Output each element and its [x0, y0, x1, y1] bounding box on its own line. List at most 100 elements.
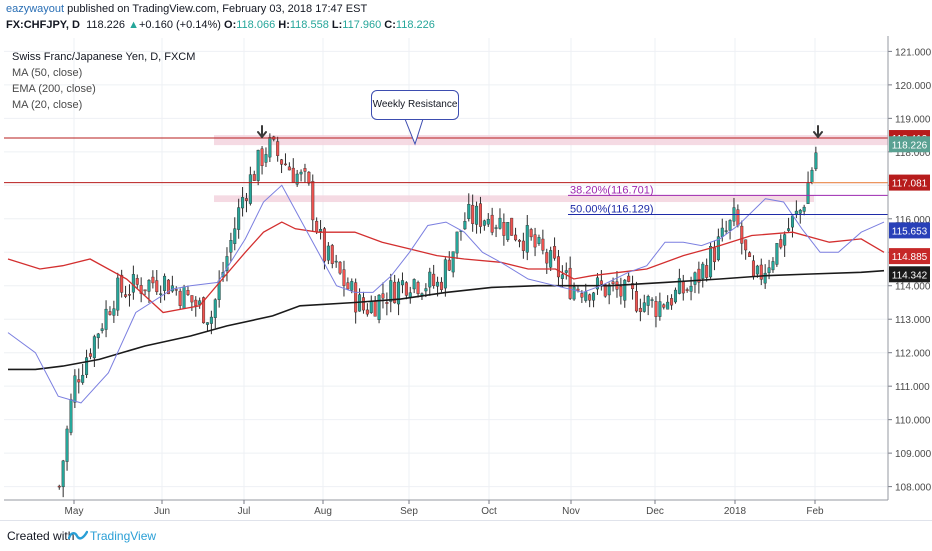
candle: [400, 272, 404, 294]
candle: [256, 149, 260, 186]
candle-body: [334, 260, 338, 263]
candle: [139, 277, 143, 303]
x-tick-label: Jul: [238, 506, 251, 517]
candle-body: [338, 261, 342, 274]
candle: [701, 261, 705, 288]
ema200-line[interactable]: [8, 269, 885, 371]
candle-body: [545, 252, 549, 264]
author-link[interactable]: eazywayout: [6, 3, 65, 15]
y-tick-label: 111.000: [895, 382, 930, 393]
price-tag-bg: [889, 266, 930, 283]
candle-body: [720, 227, 724, 237]
candle: [338, 261, 342, 275]
candle: [510, 217, 514, 236]
candle-body: [182, 286, 186, 310]
candle: [712, 240, 716, 271]
candle-body: [112, 308, 116, 316]
candle-body: [315, 220, 319, 233]
candle-body: [350, 281, 354, 291]
candle-body: [486, 218, 490, 225]
legend-ma20[interactable]: MA (20, close): [12, 99, 83, 111]
candle-body: [73, 375, 77, 403]
candle-body: [151, 276, 155, 284]
ma20-line[interactable]: [7, 184, 885, 404]
candle: [451, 251, 455, 278]
candle-body: [455, 231, 459, 254]
candle: [525, 214, 529, 261]
candle-body: [767, 267, 771, 273]
candle-body: [432, 273, 436, 286]
candle-body: [751, 260, 755, 277]
candle: [213, 298, 217, 329]
candle: [307, 171, 311, 186]
candlestick-series: [57, 133, 818, 498]
ma50-line[interactable]: [7, 221, 885, 314]
candle: [198, 297, 202, 309]
low-value: 117.960: [342, 19, 382, 31]
candle-body: [529, 229, 533, 238]
candle-body: [568, 267, 572, 299]
weekly-resistance-callout[interactable]: Weekly Resistance: [371, 90, 459, 120]
candle-body: [783, 234, 787, 246]
candle-body: [439, 281, 443, 290]
candle: [502, 213, 506, 246]
candle-body: [69, 399, 73, 433]
indicator-lines: [7, 184, 885, 404]
candle: [588, 293, 592, 308]
candle: [514, 227, 518, 242]
x-tick-label: Jun: [154, 506, 170, 517]
candle-body: [451, 251, 455, 273]
callout-pointer: [404, 118, 424, 146]
candle-body: [592, 292, 596, 301]
candle-body: [244, 198, 248, 201]
price-tag-label: 114.885: [892, 252, 928, 263]
candle-body: [92, 336, 96, 359]
candle-body: [116, 277, 120, 311]
candle: [389, 273, 393, 313]
candle-body: [322, 228, 326, 262]
candle-body: [482, 220, 486, 226]
candle: [299, 169, 303, 182]
candle: [592, 291, 596, 308]
candle-body: [584, 291, 588, 301]
candle-body: [186, 290, 190, 295]
candle-body: [603, 284, 607, 297]
y-tick-label: 120.000: [895, 81, 932, 92]
candle-body: [611, 281, 615, 284]
candle-body: [194, 299, 198, 306]
price-chart[interactable]: 38.20%(116.701) 50.00%(116.129) May Jun Jul…: [0, 0, 932, 520]
candle-body: [248, 174, 252, 204]
candle-body: [256, 149, 260, 181]
candle: [381, 282, 385, 309]
legend-ema200[interactable]: EMA (200, close): [12, 83, 96, 95]
tradingview-logo-icon: [68, 530, 88, 540]
candle: [482, 219, 486, 231]
candle-body: [412, 279, 416, 290]
footer-bar: Created with TradingView: [0, 520, 932, 551]
tradingview-brand-link[interactable]: TradingView: [90, 529, 157, 543]
candle: [533, 227, 537, 257]
high-label: H:: [278, 19, 290, 31]
candle-body: [521, 240, 525, 251]
y-tick-label: 116.000: [895, 215, 931, 226]
candle: [623, 278, 627, 308]
change-arrow-icon: ▲: [128, 19, 139, 31]
candle: [662, 303, 666, 310]
price-labels: 118.412118.226117.081115.653114.885114.3…: [889, 130, 930, 283]
candle-body: [404, 282, 408, 296]
candle: [116, 272, 120, 316]
candle: [104, 300, 108, 338]
candle-body: [283, 163, 287, 166]
candle: [463, 212, 467, 230]
candle-body: [346, 282, 350, 290]
candle-body: [96, 333, 100, 339]
candle-body: [354, 282, 358, 313]
low-label: L:: [331, 19, 343, 31]
legend-ma50[interactable]: MA (50, close): [12, 67, 83, 79]
close-value: 118.226: [395, 19, 435, 31]
candle-body: [365, 309, 369, 315]
candle-body: [436, 281, 440, 287]
down-arrow-icon: [813, 125, 823, 139]
x-tick-label: Sep: [400, 506, 418, 517]
candle-body: [697, 268, 701, 283]
